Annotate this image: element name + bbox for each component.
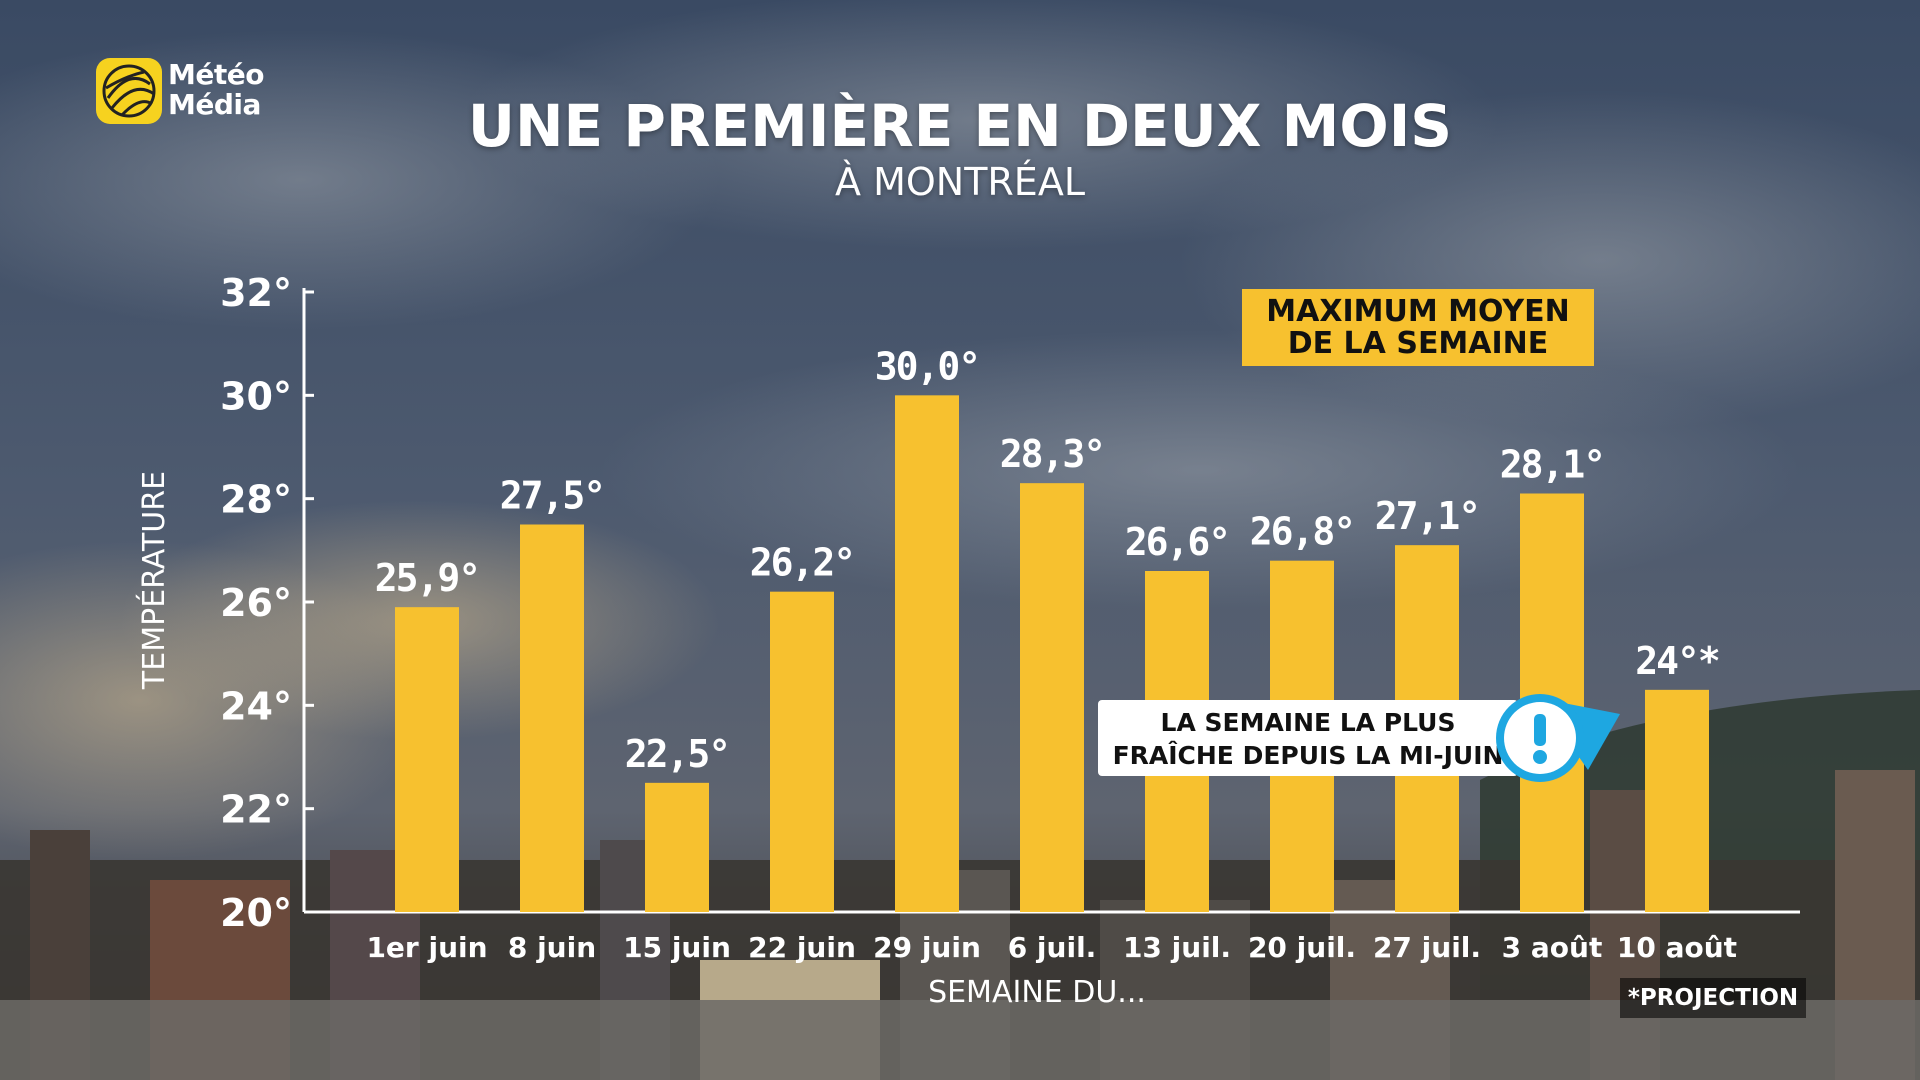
value-label: 27,1° <box>1375 494 1479 538</box>
y-tick-labels: 20° 22° 24° 26° 28° 30° 32° <box>220 271 292 935</box>
value-label: 26,6° <box>1125 520 1229 564</box>
chart-subtitle: À MONTRÉAL <box>835 160 1085 204</box>
y-tick-label: 26° <box>220 581 292 625</box>
bar <box>770 591 834 912</box>
x-axis-title: SEMAINE DU... <box>928 975 1146 1010</box>
legend-line-1: MAXIMUM MOYEN <box>1266 294 1570 329</box>
value-label: 26,8° <box>1250 510 1354 554</box>
y-tick-label: 20° <box>220 891 292 935</box>
chart-title: UNE PREMIÈRE EN DEUX MOIS <box>467 92 1453 160</box>
x-tick-label: 20 juil. <box>1248 931 1356 964</box>
y-axis-title: TEMPÉRATURE <box>136 471 172 690</box>
y-tick-label: 22° <box>220 788 292 832</box>
x-tick-label: 6 juil. <box>1008 931 1097 964</box>
x-tick-label: 3 août <box>1502 931 1603 964</box>
x-tick-label: 13 juil. <box>1123 931 1231 964</box>
legend-box: MAXIMUM MOYEN DE LA SEMAINE <box>1242 289 1594 366</box>
brand-line-2: Média <box>168 88 261 121</box>
meteomedia-logo: Météo Média <box>96 58 296 138</box>
legend-line-2: DE LA SEMAINE <box>1287 326 1549 361</box>
value-labels: 25,9° 27,5° 22,5° 26,2° 30,0° 28,3° 26,6° 26,8°… <box>375 344 1721 776</box>
value-label: 25,9° <box>375 556 479 600</box>
brand-line-1: Météo <box>168 58 264 91</box>
x-tick-label: 27 juil. <box>1373 931 1481 964</box>
x-tick-label: 8 juin <box>508 931 596 964</box>
x-tick-label: 10 août <box>1617 931 1737 964</box>
x-tick-label: 1er juin <box>366 931 487 964</box>
x-tick-label: 29 juin <box>873 931 981 964</box>
x-tick-label: 15 juin <box>623 931 731 964</box>
value-label: 28,1° <box>1500 443 1604 487</box>
bar <box>895 395 959 912</box>
bar <box>520 524 584 912</box>
x-tick-label: 22 juin <box>748 931 856 964</box>
bar <box>645 782 709 912</box>
callout-line-1: LA SEMAINE LA PLUS <box>1160 708 1456 737</box>
cool-week-callout: LA SEMAINE LA PLUS FRAÎCHE DEPUIS LA MI-… <box>1098 700 1518 776</box>
y-tick-label: 28° <box>220 478 292 522</box>
bar <box>1645 689 1709 912</box>
brand-name: Météo Média <box>168 60 264 120</box>
value-label: 24°* <box>1635 639 1719 683</box>
value-label: 26,2° <box>750 541 854 585</box>
exclamation-icon <box>1496 694 1620 782</box>
projection-footnote: *PROJECTION <box>1620 978 1806 1018</box>
value-label: 28,3° <box>1000 432 1104 476</box>
y-tick-label: 24° <box>220 684 292 728</box>
bar <box>1020 483 1084 912</box>
value-label: 22,5° <box>625 732 729 776</box>
value-label: 27,5° <box>500 474 604 518</box>
globe-icon <box>96 58 162 124</box>
value-label: 30,0° <box>875 344 979 388</box>
y-tick-label: 32° <box>220 271 292 315</box>
callout-line-2: FRAÎCHE DEPUIS LA MI-JUIN <box>1112 741 1504 770</box>
bar <box>395 607 459 912</box>
y-tick-label: 30° <box>220 374 292 418</box>
x-tick-labels: 1er juin 8 juin 15 juin 22 juin 29 juin 6 jui… <box>366 931 1737 964</box>
